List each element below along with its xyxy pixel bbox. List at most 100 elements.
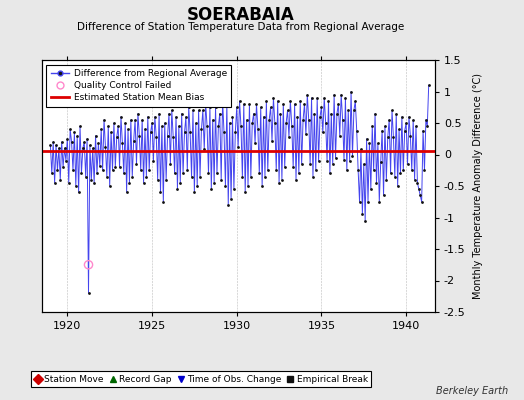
Point bbox=[286, 98, 294, 104]
Point bbox=[48, 170, 56, 177]
Point bbox=[329, 161, 337, 167]
Point bbox=[319, 129, 327, 136]
Point bbox=[313, 95, 321, 101]
Point bbox=[272, 167, 280, 174]
Point bbox=[59, 164, 67, 170]
Point bbox=[158, 123, 166, 129]
Point bbox=[193, 183, 201, 189]
Point bbox=[148, 120, 156, 126]
Point bbox=[290, 101, 299, 107]
Point bbox=[128, 173, 136, 180]
Point bbox=[192, 120, 200, 126]
Point bbox=[69, 167, 77, 174]
Point bbox=[124, 126, 132, 132]
Point bbox=[160, 120, 169, 126]
Point bbox=[324, 98, 333, 104]
Point bbox=[63, 136, 71, 142]
Point bbox=[119, 170, 128, 177]
Point bbox=[149, 158, 158, 164]
Point bbox=[113, 134, 121, 140]
Point bbox=[304, 117, 313, 123]
Point bbox=[114, 123, 122, 129]
Point bbox=[244, 183, 252, 189]
Point bbox=[255, 170, 264, 177]
Point bbox=[52, 142, 60, 148]
Point bbox=[152, 134, 160, 140]
Point bbox=[378, 127, 386, 134]
Point bbox=[248, 120, 256, 126]
Point bbox=[221, 183, 230, 189]
Point bbox=[156, 189, 165, 196]
Point bbox=[285, 134, 293, 140]
Point bbox=[382, 176, 390, 183]
Point bbox=[410, 176, 419, 183]
Point bbox=[406, 132, 414, 139]
Point bbox=[174, 123, 183, 129]
Point bbox=[168, 107, 176, 114]
Point bbox=[395, 126, 403, 132]
Point bbox=[237, 123, 245, 129]
Point bbox=[337, 92, 345, 98]
Point bbox=[333, 110, 341, 117]
Point bbox=[131, 117, 139, 123]
Point bbox=[72, 183, 80, 189]
Point bbox=[396, 170, 405, 177]
Point bbox=[351, 98, 359, 104]
Point bbox=[173, 186, 182, 192]
Point bbox=[137, 167, 145, 174]
Point bbox=[91, 132, 100, 139]
Point bbox=[335, 132, 344, 139]
Point bbox=[166, 161, 174, 167]
Point bbox=[259, 114, 268, 120]
Point bbox=[357, 146, 365, 153]
Point bbox=[203, 123, 211, 129]
Point bbox=[134, 110, 142, 117]
Point bbox=[293, 114, 302, 120]
Point bbox=[331, 154, 340, 161]
Point bbox=[245, 101, 254, 107]
Point bbox=[121, 120, 129, 126]
Point bbox=[97, 126, 105, 132]
Point bbox=[375, 198, 384, 205]
Point bbox=[419, 127, 427, 134]
Point bbox=[413, 180, 422, 186]
Point bbox=[381, 123, 389, 129]
Point bbox=[288, 123, 296, 129]
Point bbox=[233, 104, 241, 110]
Point bbox=[235, 98, 244, 104]
Point bbox=[214, 123, 223, 129]
Point bbox=[87, 176, 95, 183]
Point bbox=[261, 173, 269, 180]
Point bbox=[176, 180, 184, 186]
Point bbox=[211, 104, 220, 110]
Point bbox=[197, 126, 205, 132]
Point bbox=[379, 192, 388, 199]
Point bbox=[422, 117, 430, 123]
Point bbox=[371, 110, 379, 117]
Point bbox=[262, 98, 270, 104]
Point bbox=[111, 164, 119, 170]
Point bbox=[390, 173, 399, 180]
Point bbox=[151, 114, 159, 120]
Point bbox=[70, 129, 79, 136]
Point bbox=[207, 186, 215, 192]
Point bbox=[202, 101, 210, 107]
Y-axis label: Monthly Temperature Anomaly Difference (°C): Monthly Temperature Anomaly Difference (… bbox=[473, 73, 483, 299]
Point bbox=[296, 98, 304, 104]
Point bbox=[408, 167, 416, 174]
Point bbox=[275, 180, 283, 186]
Point bbox=[306, 161, 314, 167]
Point bbox=[179, 170, 187, 177]
Point bbox=[361, 218, 369, 224]
Point bbox=[188, 173, 196, 180]
Point bbox=[334, 101, 343, 107]
Point bbox=[118, 140, 127, 146]
Point bbox=[206, 104, 214, 110]
Point bbox=[394, 183, 402, 189]
Point bbox=[239, 101, 248, 107]
Text: SOERABAIA: SOERABAIA bbox=[187, 6, 295, 24]
Point bbox=[339, 117, 347, 123]
Point bbox=[110, 120, 118, 126]
Point bbox=[314, 158, 323, 164]
Point bbox=[89, 145, 97, 151]
